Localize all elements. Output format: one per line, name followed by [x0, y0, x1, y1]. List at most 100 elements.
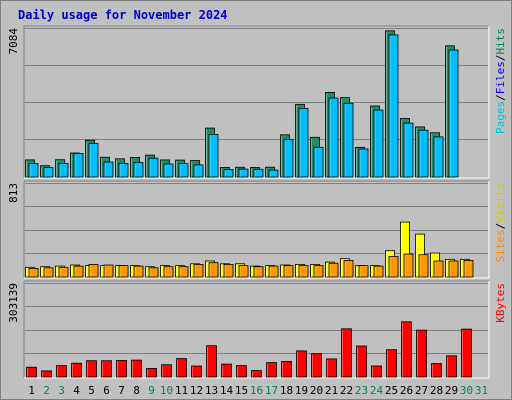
legend-entry: /: [494, 223, 507, 230]
bar-kbytes-16: [251, 370, 262, 378]
bar-files-5: [88, 143, 99, 178]
bar-sites-18: [283, 265, 294, 278]
ymax-label-visits: 813: [7, 183, 20, 203]
bar-kbytes-24: [371, 365, 382, 378]
bar-sites-3: [58, 266, 69, 278]
bar-files-18: [283, 138, 294, 178]
bar-files-22: [343, 102, 354, 178]
bar-files-7: [118, 162, 129, 178]
bar-kbytes-21: [326, 358, 337, 378]
x-tick-label: 3: [58, 384, 65, 397]
bar-kbytes-1: [26, 366, 37, 378]
bar-files-15: [238, 168, 249, 178]
bar-files-21: [328, 97, 339, 178]
legend-entry: Visits: [494, 183, 507, 223]
bar-kbytes-11: [176, 358, 187, 378]
bar-sites-30: [463, 259, 474, 278]
x-tick-label: 7: [118, 384, 125, 397]
bar-files-1: [28, 162, 39, 178]
bar-kbytes-22: [341, 328, 352, 378]
legend-kbytes: KBytes: [494, 283, 507, 323]
bar-files-24: [373, 109, 384, 178]
x-tick-label: 4: [73, 384, 80, 397]
legend-entry: /: [494, 94, 507, 101]
x-tick-label: 17: [265, 384, 278, 397]
bar-kbytes-4: [71, 362, 82, 378]
legend-entry: Pages: [494, 101, 507, 134]
bar-sites-11: [178, 266, 189, 278]
x-tick-label: 10: [160, 384, 173, 397]
bar-kbytes-23: [356, 345, 367, 378]
bar-files-29: [448, 49, 459, 178]
legend-entry: Files: [494, 61, 507, 94]
bar-files-10: [163, 163, 174, 178]
panel-kbytes: 303139 KBytes: [7, 280, 507, 379]
x-tick-label: 13: [205, 384, 218, 397]
bar-kbytes-18: [281, 360, 292, 378]
x-tick-label: 14: [220, 384, 234, 397]
bar-kbytes-10: [161, 364, 172, 378]
bar-kbytes-19: [296, 350, 307, 378]
bar-files-13: [208, 133, 219, 178]
bar-files-12: [193, 164, 204, 178]
bar-sites-29: [448, 260, 459, 278]
bar-sites-5: [88, 263, 99, 278]
bar-sites-9: [148, 267, 159, 278]
bar-kbytes-27: [416, 329, 427, 378]
bar-sites-7: [118, 265, 129, 278]
bar-sites-15: [238, 265, 249, 278]
bar-kbytes-7: [116, 359, 127, 378]
bar-kbytes-28: [431, 363, 442, 378]
x-tick-label: 23: [355, 384, 368, 397]
bar-sites-22: [343, 259, 354, 278]
bar-files-8: [133, 161, 144, 178]
bar-kbytes-5: [86, 360, 97, 378]
bar-sites-24: [373, 265, 384, 278]
bar-sites-14: [223, 263, 234, 278]
x-tick-label: 16: [250, 384, 263, 397]
x-tick-label: 15: [235, 384, 248, 397]
bar-files-28: [433, 136, 444, 178]
bar-files-4: [73, 152, 84, 178]
bar-sites-10: [163, 266, 174, 278]
bar-files-19: [298, 108, 309, 178]
bar-sites-25: [388, 255, 399, 278]
x-tick-label: 27: [415, 384, 428, 397]
x-tick-label: 26: [400, 384, 413, 397]
bar-files-3: [58, 162, 69, 178]
bar-kbytes-26: [401, 321, 412, 378]
bar-kbytes-2: [41, 370, 52, 378]
x-tick-label: 11: [175, 384, 188, 397]
x-tick-label: 31: [475, 384, 488, 397]
x-tick-label: 21: [325, 384, 338, 397]
bar-files-27: [418, 129, 429, 178]
bar-files-14: [223, 169, 234, 178]
bar-sites-8: [133, 265, 144, 278]
x-tick-label: 29: [445, 384, 458, 397]
legend-entry: /: [494, 55, 507, 62]
bar-sites-4: [73, 265, 84, 278]
bar-sites-6: [103, 264, 114, 278]
bar-sites-1: [28, 267, 39, 278]
x-tick-label: 8: [133, 384, 140, 397]
ymax-label-hits: 7084: [7, 28, 20, 55]
bar-sites-12: [193, 263, 204, 278]
x-tick-label: 2: [43, 384, 50, 397]
bar-kbytes-29: [446, 355, 457, 378]
legend-entry: KBytes: [494, 283, 507, 323]
x-tick-label: 12: [190, 384, 203, 397]
bar-files-2: [43, 167, 54, 178]
legend-visits: Sites/Visits: [494, 183, 507, 263]
x-tick-label: 30: [460, 384, 473, 397]
bar-kbytes-6: [101, 360, 112, 378]
bar-kbytes-9: [146, 367, 157, 378]
bar-files-25: [388, 34, 399, 178]
bar-kbytes-20: [311, 353, 322, 378]
bar-sites-26: [403, 253, 414, 278]
x-tick-label: 25: [385, 384, 398, 397]
bar-files-6: [103, 161, 114, 178]
x-tick-label: 5: [88, 384, 95, 397]
bar-files-16: [253, 168, 264, 178]
x-tick-label: 1: [28, 384, 35, 397]
